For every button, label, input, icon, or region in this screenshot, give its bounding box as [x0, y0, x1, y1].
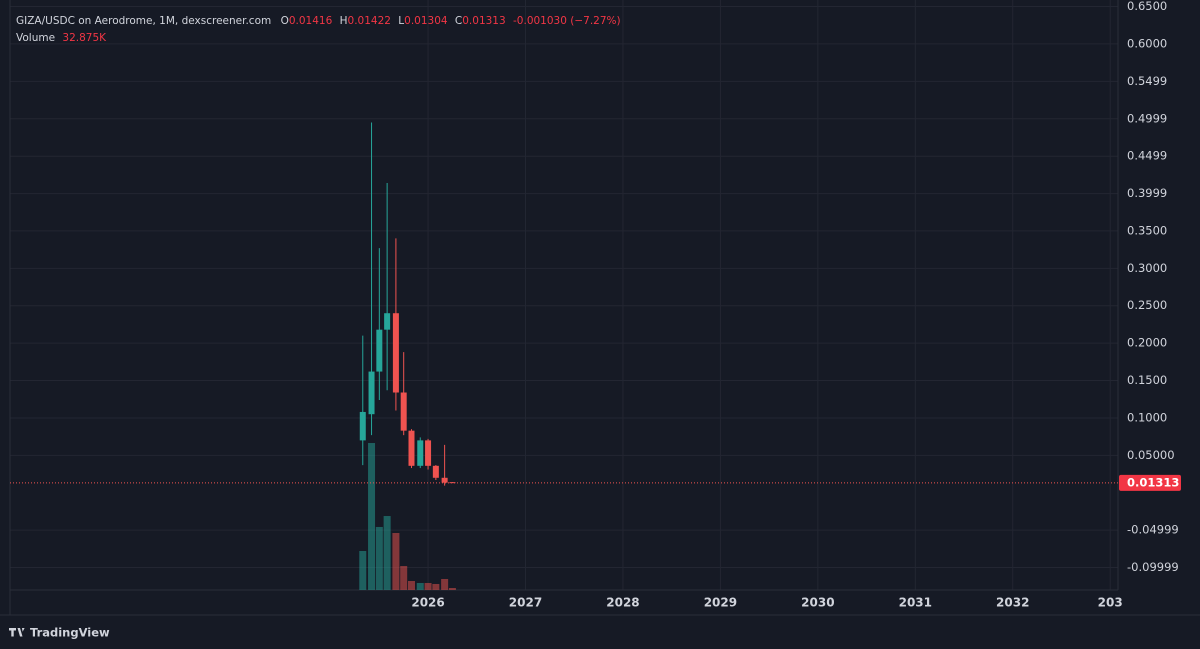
volume-bar: [424, 583, 432, 590]
candle-body: [432, 465, 439, 478]
volume-bar: [359, 551, 367, 590]
candle-body: [425, 440, 432, 466]
ohlc-value: 0.01304: [404, 15, 448, 27]
ohlc-label: C: [455, 15, 462, 27]
x-tick-label: 2027: [509, 596, 542, 610]
candle-body: [441, 477, 448, 483]
candle-body: [392, 313, 399, 393]
y-tick-label: 0.05000: [1127, 448, 1175, 462]
x-tick-label: 2029: [704, 596, 737, 610]
volume-bar: [441, 578, 449, 590]
x-tick-label: 2030: [801, 596, 834, 610]
y-tick-label: 0.1500: [1127, 373, 1167, 387]
candle-body: [417, 440, 424, 466]
ohlc-label: H: [340, 15, 348, 27]
volume-bar: [448, 587, 456, 590]
y-tick-label: 0.3999: [1127, 186, 1167, 200]
y-tick-label: 0.4999: [1127, 111, 1167, 125]
ohlc-value: 0.01422: [348, 15, 391, 27]
header-line: GIZA/USDC on Aerodrome, 1M, dexscreener.…: [16, 15, 621, 27]
candle-body: [359, 411, 366, 441]
y-tick-label: 0.4499: [1127, 149, 1167, 163]
x-tick-label: 2032: [996, 596, 1029, 610]
ohlc-change: -0.001030 (−7.27%): [513, 15, 621, 27]
y-tick-label: 0.3500: [1127, 223, 1167, 237]
logo: TradingView: [8, 626, 110, 640]
volume-bar: [392, 532, 400, 590]
y-tick-label: 0.3000: [1127, 261, 1167, 275]
last-price-box: [1119, 474, 1181, 491]
candle-body: [384, 313, 391, 330]
volume-bar: [375, 526, 383, 590]
y-tick-label: -0.04999: [1127, 523, 1179, 537]
volume-bar: [400, 566, 408, 590]
ohlc-value: 0.01416: [289, 15, 333, 27]
x-tick-label: 2031: [899, 596, 932, 610]
y-tick-label: 0.2500: [1127, 298, 1167, 312]
y-tick-label: 0.1000: [1127, 410, 1167, 424]
volume-bar: [383, 516, 391, 590]
candle-body: [376, 329, 383, 372]
header-title: GIZA/USDC on Aerodrome, 1M, dexscreener.…: [16, 15, 271, 27]
y-tick-label: 0.6000: [1127, 36, 1167, 50]
ohlc-value: 0.01313: [462, 15, 505, 27]
volume-bar: [416, 583, 424, 590]
candle-body: [368, 371, 375, 415]
volume-value: 32.875K: [62, 32, 107, 44]
x-tick-label: 2026: [411, 596, 444, 610]
volume-bar: [407, 580, 415, 590]
volume-name: Volume: [16, 32, 55, 44]
y-tick-label: 0.2000: [1127, 336, 1167, 350]
candle-body: [400, 392, 407, 431]
logo-mark: [8, 628, 25, 637]
ohlc-label: O: [281, 15, 289, 27]
ohlc-label: L: [398, 15, 404, 27]
x-tick-label: 2028: [606, 596, 639, 610]
candle-body: [449, 482, 456, 484]
volume-line: Volume 32.875K: [16, 32, 107, 44]
brand: TradingView: [30, 626, 110, 640]
x-tick-label: 203: [1098, 596, 1123, 610]
candle-body: [408, 430, 415, 466]
y-tick-label: 0.6500: [1127, 0, 1167, 13]
y-tick-label: 0.5499: [1127, 74, 1167, 88]
volume-bar: [432, 583, 440, 590]
last-price-label: 0.01313: [1127, 475, 1179, 489]
volume-bar: [368, 443, 376, 590]
y-tick-label: -0.09999: [1127, 560, 1179, 574]
